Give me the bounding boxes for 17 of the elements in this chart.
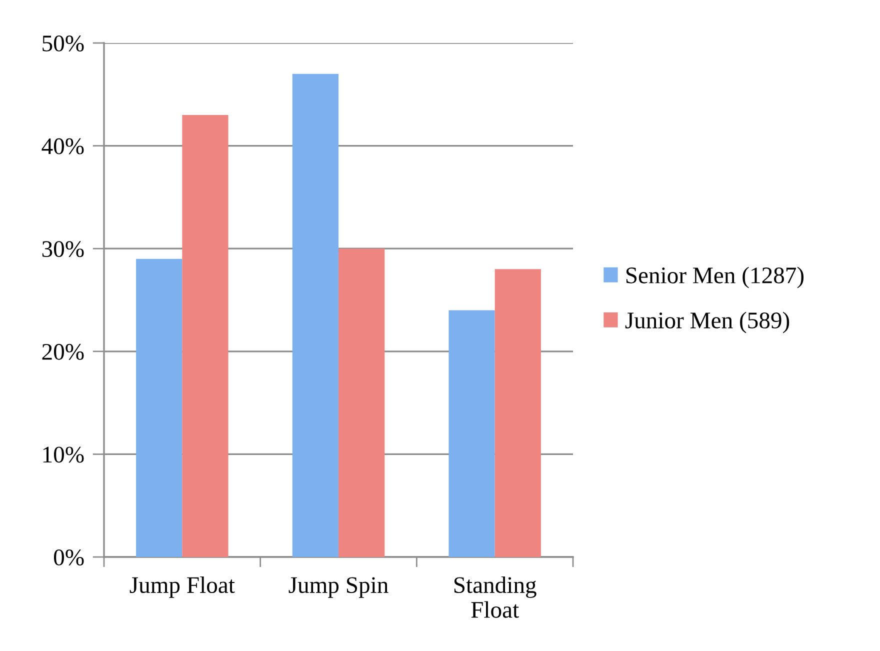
- bar: [136, 258, 182, 557]
- y-tick-label: 20%: [42, 344, 84, 360]
- bar: [182, 114, 228, 557]
- bar: [494, 269, 541, 557]
- bar: [338, 248, 385, 557]
- y-tick-label: 10%: [43, 446, 84, 463]
- y-tick-label: 0%: [54, 549, 84, 566]
- legend-label: Senior Men (1287): [626, 266, 804, 288]
- x-tick-label: Standing Float: [454, 576, 536, 618]
- legend-label: Junior Men (589): [625, 312, 790, 334]
- bar: [448, 310, 495, 557]
- x-tick-label: Jump Float: [130, 576, 235, 598]
- y-tick-label: 50%: [42, 35, 84, 52]
- x-tick-label: Jump Spin: [288, 577, 388, 598]
- y-tick-label: 30%: [42, 241, 84, 258]
- bar: [292, 74, 338, 557]
- y-tick-label: 40%: [42, 138, 84, 154]
